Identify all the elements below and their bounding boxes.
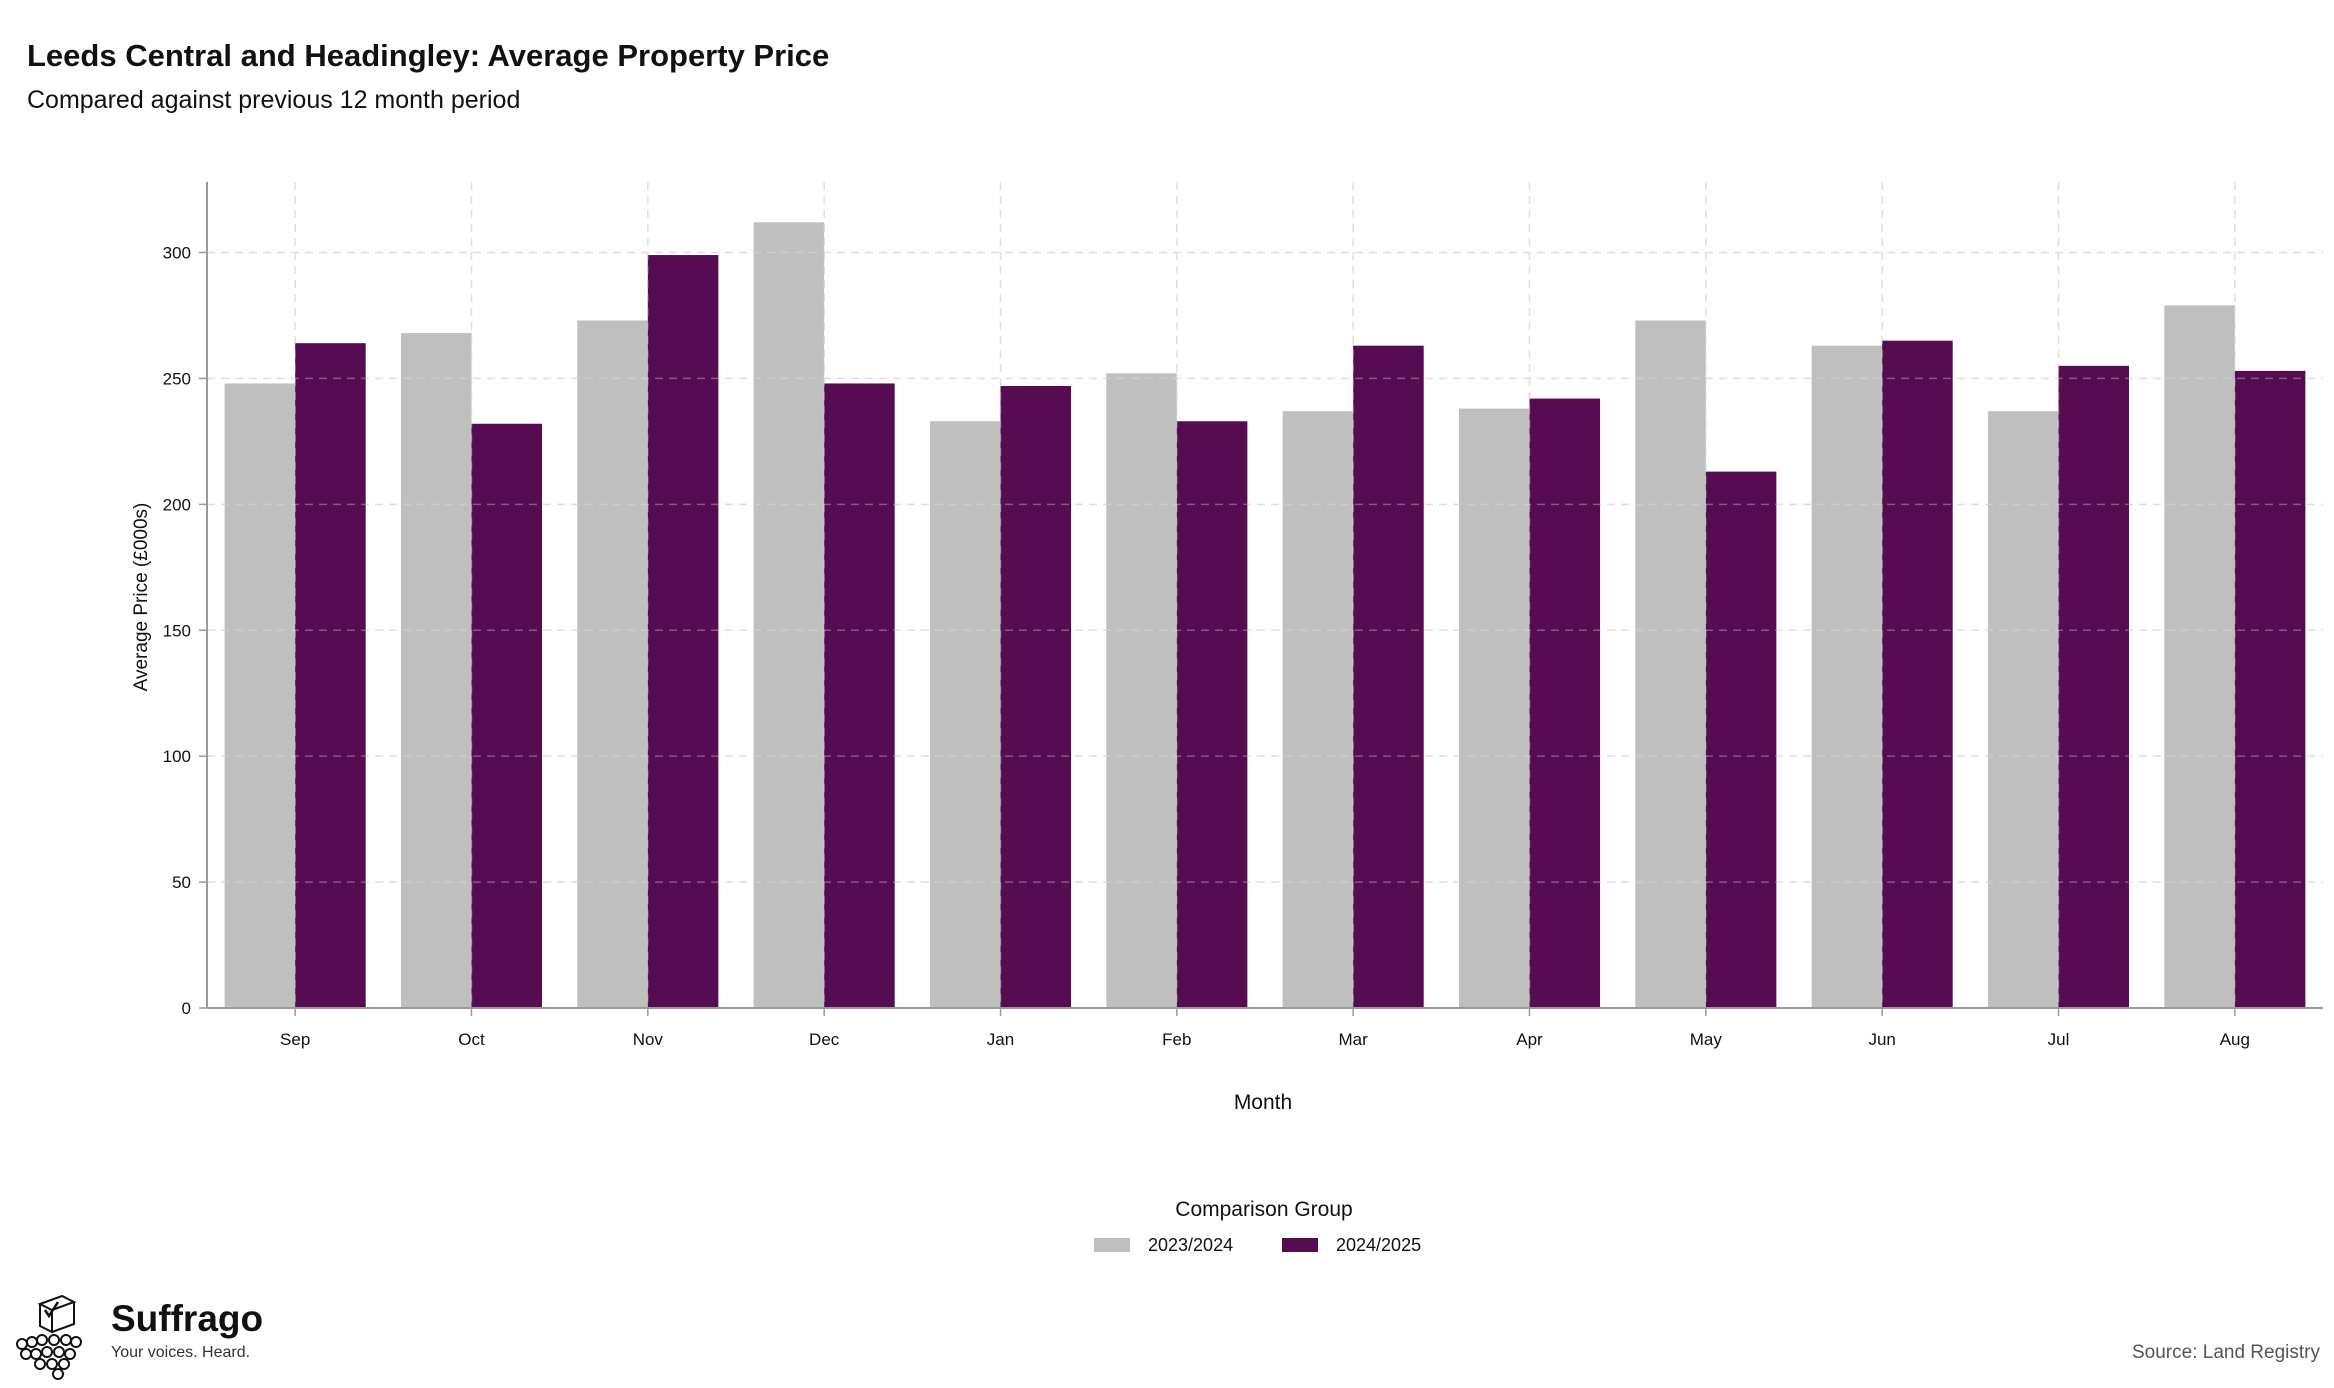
legend-item-current: 2024/2025	[1282, 1234, 1421, 1256]
x-tick-label-jun: Jun	[1868, 1030, 1895, 1049]
legend-label-previous: 2023/2024	[1148, 1234, 1234, 1255]
legend-item-previous: 2023/2024	[1094, 1234, 1233, 1256]
x-tick-label-apr: Apr	[1516, 1030, 1543, 1049]
chart-subtitle: Compared against previous 12 month perio…	[27, 86, 521, 114]
bar-previous-nov	[577, 320, 648, 1008]
bar-previous-aug	[2164, 305, 2235, 1008]
bar-previous-apr	[1458, 408, 1530, 1008]
source-note: Source: Land Registry	[2132, 1342, 2320, 1363]
bar-previous-sep	[224, 383, 296, 1009]
legend-title: Comparison Group	[1175, 1198, 1353, 1221]
ballot-box-crowd-icon	[16, 1294, 82, 1380]
y-tick-label: 50	[172, 873, 191, 892]
chart-title: Leeds Central and Headingley: Average Pr…	[27, 38, 830, 73]
x-tick-label-jan: Jan	[987, 1030, 1014, 1049]
x-tick-label-may: May	[1690, 1030, 1723, 1049]
y-tick-label: 0	[182, 999, 191, 1018]
brand-logo	[14, 1292, 314, 1382]
bar-current-jun	[1882, 340, 1953, 1008]
bar-current-apr	[1529, 398, 1601, 1008]
y-tick-label: 150	[163, 621, 191, 640]
bar-previous-dec	[753, 222, 825, 1009]
x-tick-label-feb: Feb	[1162, 1030, 1191, 1049]
bar-previous-feb	[1106, 373, 1177, 1008]
legend-swatch-current	[1282, 1238, 1318, 1252]
bar-previous-jul	[1987, 411, 2059, 1008]
x-tick-label-nov: Nov	[633, 1030, 664, 1049]
y-tick-label: 100	[163, 747, 191, 766]
bar-current-jan	[1000, 385, 1072, 1009]
x-tick-label-jul: Jul	[2048, 1030, 2070, 1049]
bar-current-aug	[2234, 370, 2306, 1008]
bar-previous-mar	[1282, 411, 1354, 1008]
y-axis-title: Average Price (£000s)	[131, 503, 152, 692]
legend-swatch-previous	[1094, 1238, 1130, 1252]
bar-current-oct	[471, 423, 543, 1008]
bar-current-mar	[1353, 345, 1424, 1008]
legend-label-current: 2024/2025	[1336, 1234, 1422, 1255]
bar-current-sep	[295, 343, 366, 1008]
y-tick-label: 300	[163, 244, 191, 263]
bars	[224, 222, 2306, 1009]
bar-current-nov	[647, 255, 719, 1008]
bar-previous-oct	[400, 333, 472, 1009]
x-tick-label-mar: Mar	[1339, 1030, 1369, 1049]
bar-previous-may	[1635, 320, 1706, 1008]
bar-previous-jun	[1811, 345, 1883, 1008]
x-tick-label-oct: Oct	[458, 1030, 485, 1049]
x-tick-label-sep: Sep	[280, 1030, 310, 1049]
bar-current-dec	[824, 383, 895, 1009]
brand-name: Suffrago	[111, 1298, 264, 1339]
y-tick-label: 250	[163, 369, 191, 388]
axes: 0 50 100 150 200 250 300 Sep Oct Nov Dec Jan Feb Mar A…	[163, 182, 2323, 1049]
y-tick-label: 200	[163, 495, 191, 514]
bar-previous-jan	[929, 421, 1001, 1008]
bar-current-jul	[2058, 365, 2130, 1009]
x-tick-label-aug: Aug	[2220, 1030, 2250, 1049]
brand-tagline: Your voices. Heard.	[111, 1344, 251, 1361]
x-tick-label-dec: Dec	[809, 1030, 840, 1049]
x-axis-title: Month	[1234, 1091, 1292, 1114]
bar-current-may	[1705, 471, 1777, 1009]
bar-current-feb	[1176, 421, 1248, 1008]
